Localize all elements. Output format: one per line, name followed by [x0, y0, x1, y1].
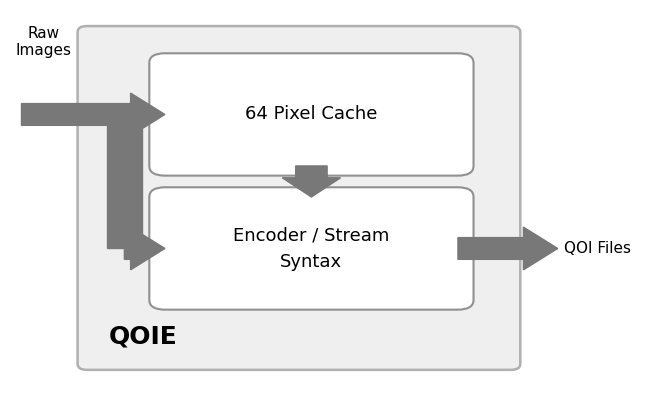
- FancyBboxPatch shape: [78, 26, 520, 370]
- Text: Raw
Images: Raw Images: [16, 26, 71, 58]
- Polygon shape: [125, 227, 165, 270]
- Text: 64 Pixel Cache: 64 Pixel Cache: [245, 106, 378, 123]
- Polygon shape: [21, 93, 165, 136]
- Polygon shape: [282, 166, 340, 197]
- Text: QOIE: QOIE: [109, 325, 178, 349]
- Polygon shape: [458, 227, 557, 270]
- FancyBboxPatch shape: [149, 187, 474, 310]
- Text: Encoder / Stream
Syntax: Encoder / Stream Syntax: [233, 226, 390, 271]
- Polygon shape: [107, 114, 142, 249]
- Text: QOI Files: QOI Files: [564, 241, 631, 256]
- FancyBboxPatch shape: [149, 53, 474, 176]
